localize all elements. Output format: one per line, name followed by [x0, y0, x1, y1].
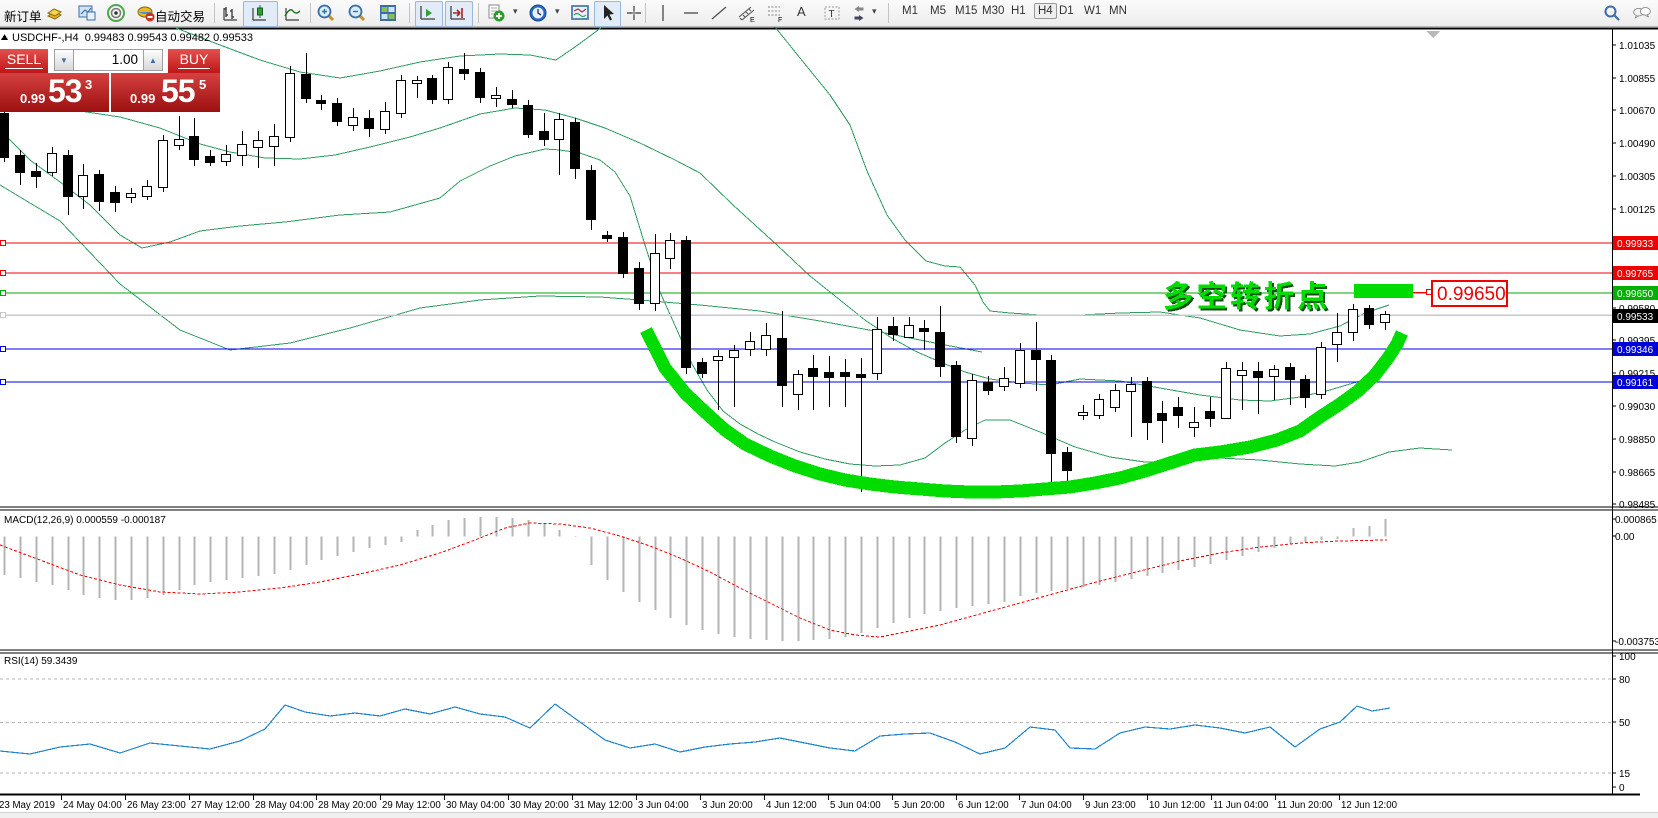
- svg-text:0.98665: 0.98665: [1619, 468, 1656, 479]
- svg-text:10 Jun 12:00: 10 Jun 12:00: [1149, 800, 1206, 811]
- svg-text:7 Jun 04:00: 7 Jun 04:00: [1021, 800, 1072, 811]
- svg-text:1.00490: 1.00490: [1619, 139, 1656, 150]
- svg-text:23 May 2019: 23 May 2019: [0, 800, 55, 811]
- svg-text:9 Jun 23:00: 9 Jun 23:00: [1085, 800, 1136, 811]
- svg-text:50: 50: [1619, 718, 1631, 729]
- svg-text:28 May 20:00: 28 May 20:00: [318, 800, 377, 811]
- svg-text:5 Jun 04:00: 5 Jun 04:00: [830, 800, 881, 811]
- svg-text:3 Jun 20:00: 3 Jun 20:00: [702, 800, 753, 811]
- svg-text:26 May 23:00: 26 May 23:00: [127, 800, 186, 811]
- svg-text:RSI(14) 59.3439: RSI(14) 59.3439: [4, 656, 78, 667]
- svg-text:1.00305: 1.00305: [1619, 172, 1656, 183]
- svg-text:28 May 04:00: 28 May 04:00: [255, 800, 314, 811]
- svg-text:4 Jun 12:00: 4 Jun 12:00: [766, 800, 817, 811]
- svg-text:0.99533: 0.99533: [1617, 312, 1654, 323]
- svg-text:80: 80: [1619, 675, 1631, 686]
- svg-text:T: T: [829, 9, 835, 20]
- svg-text:MACD(12,26,9) 0.000559 -0.0001: MACD(12,26,9) 0.000559 -0.000187: [4, 515, 166, 526]
- svg-text:F: F: [778, 17, 782, 23]
- svg-text:27 May 12:00: 27 May 12:00: [191, 800, 250, 811]
- svg-text:1.00855: 1.00855: [1619, 74, 1656, 85]
- svg-text:0: 0: [1619, 783, 1625, 794]
- svg-text:6 Jun 12:00: 6 Jun 12:00: [958, 800, 1009, 811]
- svg-text:30 May 20:00: 30 May 20:00: [510, 800, 569, 811]
- svg-text:0.99395: 0.99395: [1619, 336, 1656, 347]
- svg-text:0.00: 0.00: [1615, 532, 1635, 543]
- svg-text:-0.003753: -0.003753: [1615, 637, 1658, 648]
- svg-text:24 May 04:00: 24 May 04:00: [63, 800, 122, 811]
- svg-text:15: 15: [1619, 769, 1631, 780]
- svg-text:USDCHF-,H4 0.99483 0.99543 0.: USDCHF-,H4 0.99483 0.99543 0.99482 0.995…: [12, 32, 253, 44]
- svg-text:0.99650: 0.99650: [1617, 289, 1654, 300]
- svg-text:31 May 12:00: 31 May 12:00: [574, 800, 633, 811]
- svg-text:0.99215: 0.99215: [1619, 369, 1656, 380]
- svg-text:0.99030: 0.99030: [1619, 402, 1656, 413]
- svg-text:0.99346: 0.99346: [1617, 345, 1654, 356]
- svg-text:0.98485: 0.98485: [1619, 500, 1656, 511]
- svg-text:30 May 04:00: 30 May 04:00: [446, 800, 505, 811]
- svg-text:11 Jun 04:00: 11 Jun 04:00: [1213, 800, 1269, 811]
- svg-text:0.000865: 0.000865: [1615, 515, 1657, 526]
- svg-text:1.00125: 1.00125: [1619, 205, 1656, 216]
- svg-text:1.00670: 1.00670: [1619, 106, 1656, 117]
- svg-text:3 Jun 04:00: 3 Jun 04:00: [638, 800, 689, 811]
- svg-text:12 Jun 12:00: 12 Jun 12:00: [1341, 800, 1398, 811]
- svg-text:11 Jun 20:00: 11 Jun 20:00: [1277, 800, 1333, 811]
- svg-text:29 May 12:00: 29 May 12:00: [382, 800, 441, 811]
- svg-text:0.99161: 0.99161: [1617, 378, 1654, 389]
- svg-text:5 Jun 20:00: 5 Jun 20:00: [894, 800, 945, 811]
- svg-text:0.99933: 0.99933: [1617, 239, 1654, 250]
- svg-text:0.98850: 0.98850: [1619, 435, 1656, 446]
- svg-text:0.99765: 0.99765: [1617, 269, 1654, 280]
- svg-text:100: 100: [1619, 652, 1636, 663]
- svg-text:0.99650: 0.99650: [1437, 284, 1506, 305]
- svg-text:1.01035: 1.01035: [1619, 41, 1656, 52]
- svg-text:E: E: [750, 17, 755, 23]
